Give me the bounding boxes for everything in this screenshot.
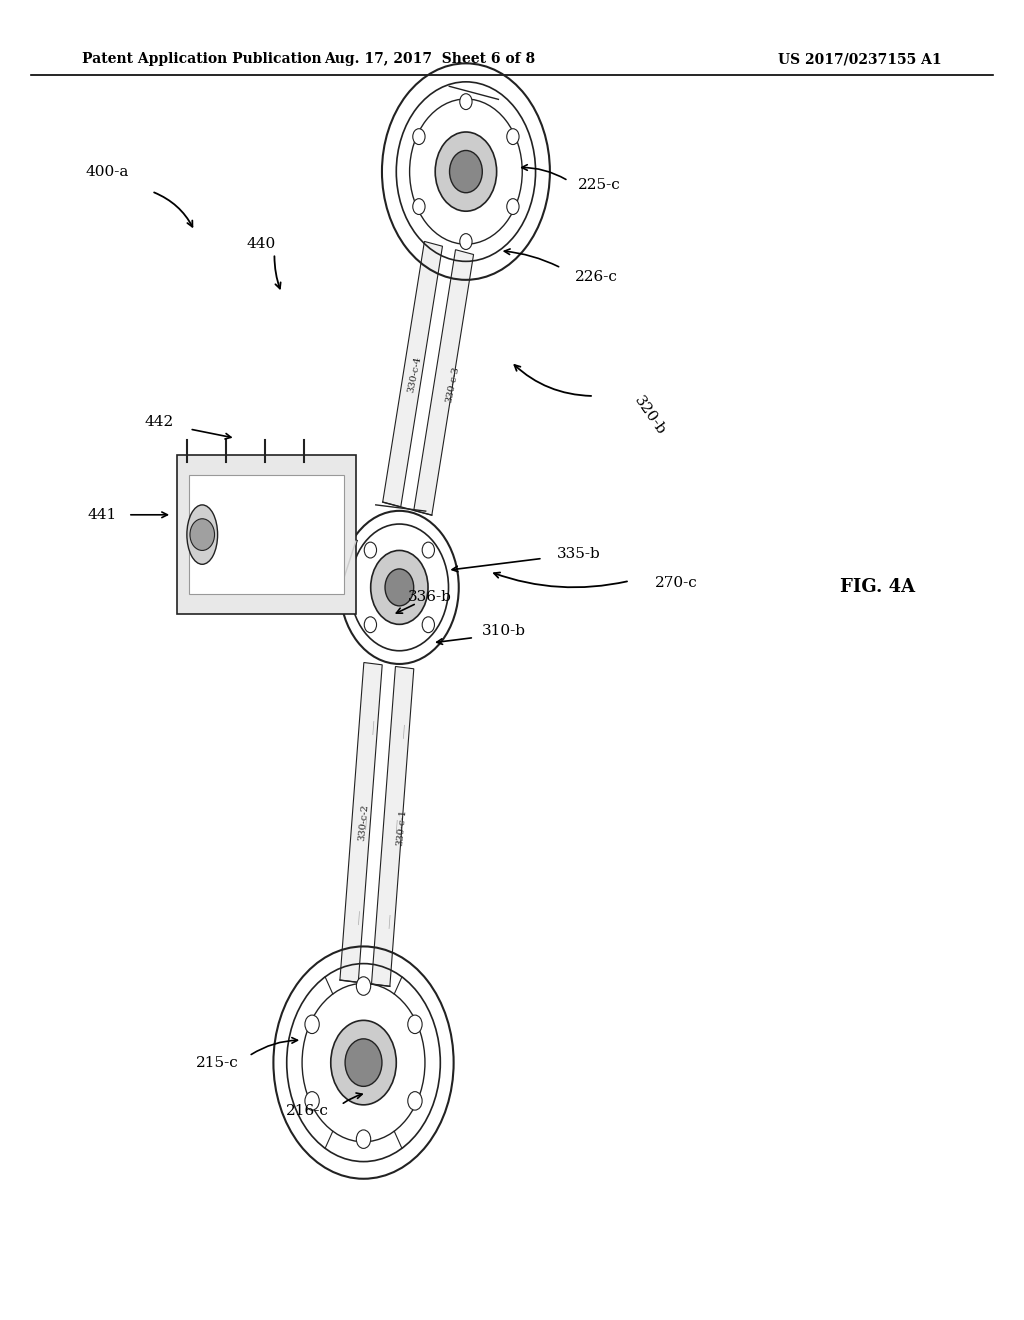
Text: 320-b: 320-b	[632, 393, 669, 438]
Polygon shape	[414, 249, 473, 515]
Text: 442: 442	[144, 416, 173, 429]
Circle shape	[507, 129, 519, 145]
Text: 225-c: 225-c	[578, 178, 621, 191]
Text: FIG. 4A: FIG. 4A	[840, 578, 914, 597]
Circle shape	[371, 550, 428, 624]
Text: 310-b: 310-b	[482, 624, 525, 638]
Text: Patent Application Publication: Patent Application Publication	[82, 53, 322, 66]
Polygon shape	[372, 667, 414, 986]
Text: Aug. 17, 2017  Sheet 6 of 8: Aug. 17, 2017 Sheet 6 of 8	[325, 53, 536, 66]
Circle shape	[422, 543, 434, 558]
Circle shape	[385, 569, 414, 606]
Text: 400-a: 400-a	[86, 165, 129, 178]
Text: 330-c-4: 330-c-4	[407, 355, 423, 393]
Circle shape	[305, 1015, 319, 1034]
Circle shape	[435, 132, 497, 211]
Polygon shape	[340, 663, 382, 982]
Text: 270-c: 270-c	[654, 577, 697, 590]
Circle shape	[365, 543, 377, 558]
Text: 440: 440	[247, 238, 275, 251]
Text: 441: 441	[88, 508, 117, 521]
Circle shape	[413, 129, 425, 145]
Circle shape	[422, 616, 434, 632]
Circle shape	[408, 1092, 422, 1110]
Circle shape	[460, 234, 472, 249]
Text: 330-c-1: 330-c-1	[395, 809, 409, 846]
FancyBboxPatch shape	[177, 455, 356, 614]
Circle shape	[356, 977, 371, 995]
Text: 226-c: 226-c	[574, 271, 617, 284]
Circle shape	[331, 1020, 396, 1105]
Circle shape	[356, 1130, 371, 1148]
Circle shape	[507, 199, 519, 215]
Circle shape	[450, 150, 482, 193]
Text: 215-c: 215-c	[196, 1056, 239, 1069]
Circle shape	[305, 1092, 319, 1110]
Circle shape	[408, 1015, 422, 1034]
Ellipse shape	[186, 504, 218, 565]
Circle shape	[345, 1039, 382, 1086]
Circle shape	[413, 198, 425, 214]
FancyBboxPatch shape	[189, 475, 344, 594]
Text: 330-c-3: 330-c-3	[444, 366, 461, 404]
Text: 336-b: 336-b	[409, 590, 452, 603]
Text: US 2017/0237155 A1: US 2017/0237155 A1	[778, 53, 942, 66]
Text: 330-c-2: 330-c-2	[356, 804, 370, 841]
Circle shape	[460, 94, 472, 110]
Text: 335-b: 335-b	[557, 548, 600, 561]
Text: 216-c: 216-c	[286, 1105, 329, 1118]
Circle shape	[365, 616, 377, 632]
Polygon shape	[383, 242, 442, 507]
Circle shape	[190, 519, 215, 550]
